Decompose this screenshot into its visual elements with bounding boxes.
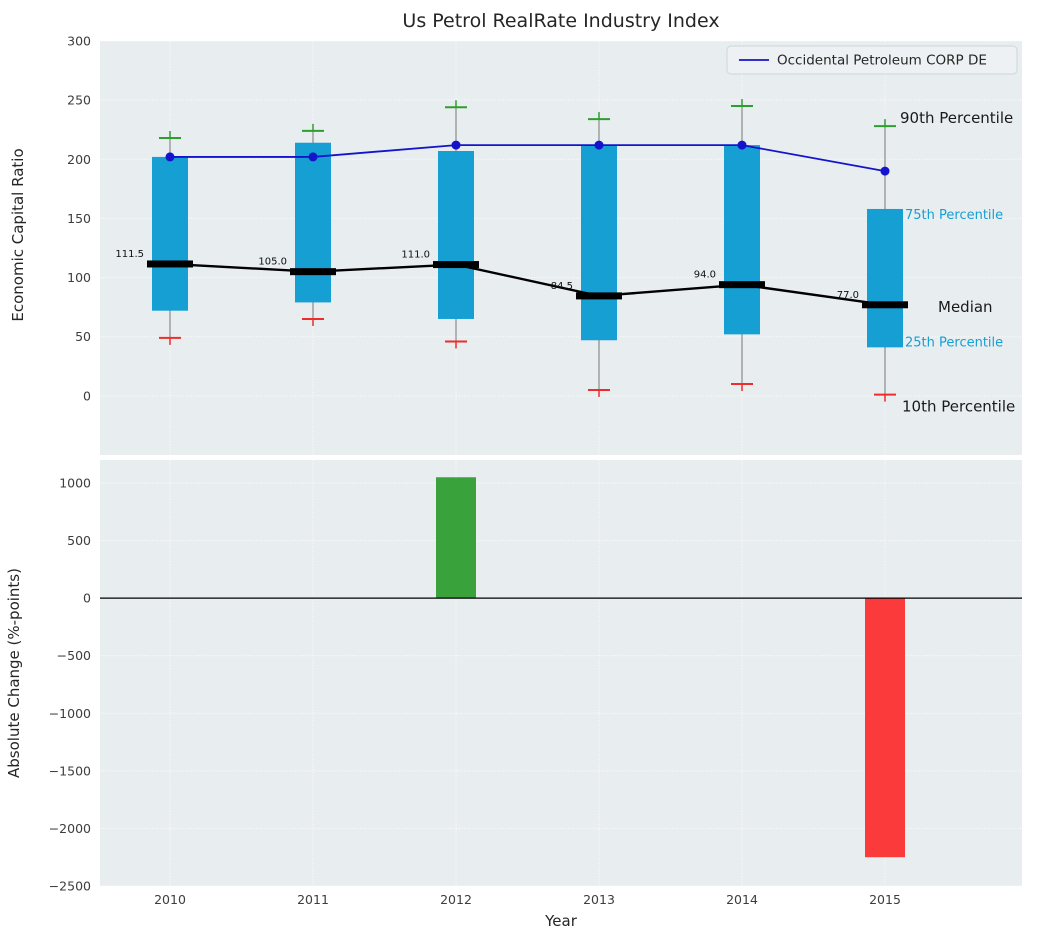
company-point <box>737 140 747 150</box>
company-point <box>451 140 461 150</box>
top-y-tick-label: 250 <box>67 93 91 108</box>
annotation-p25: 25th Percentile <box>905 335 1003 350</box>
bottom-y-tick-label: 500 <box>67 533 91 548</box>
x-tick-label: 2015 <box>869 892 901 907</box>
change-bar-2012 <box>436 477 476 599</box>
x-axis-label: Year <box>544 912 578 930</box>
x-tick-label: 2010 <box>154 892 186 907</box>
iqr-box <box>581 145 617 341</box>
median-value-label: 111.5 <box>115 249 144 260</box>
top-y-tick-label: 50 <box>75 329 91 344</box>
legend-label: Occidental Petroleum CORP DE <box>777 53 987 69</box>
median-marker <box>147 260 193 268</box>
iqr-box <box>867 208 903 348</box>
top-y-axis-label: Economic Capital Ratio <box>9 148 27 321</box>
annotation-p75: 75th Percentile <box>905 208 1003 223</box>
company-line <box>170 144 886 172</box>
median-value-label: 94.0 <box>694 270 716 281</box>
top-y-tick-label: 300 <box>67 34 91 49</box>
median-marker <box>433 261 479 269</box>
median-marker <box>719 281 765 289</box>
median-value-label: 77.0 <box>837 290 859 301</box>
bottom-y-tick-label: 1000 <box>59 476 91 491</box>
company-point <box>308 152 318 162</box>
iqr-box <box>152 156 188 311</box>
median-marker <box>862 301 908 309</box>
top-y-tick-label: 100 <box>67 270 91 285</box>
x-tick-label: 2012 <box>440 892 472 907</box>
bottom-y-tick-label: −500 <box>57 648 91 663</box>
company-point <box>594 140 604 150</box>
legend-box <box>726 45 1018 75</box>
median-value-label: 84.5 <box>551 281 573 292</box>
bottom-y-tick-label: −2000 <box>49 821 91 836</box>
median-marker <box>290 268 336 276</box>
bottom-y-tick-label: −2500 <box>49 879 91 894</box>
bottom-y-tick-label: 0 <box>83 591 91 606</box>
chart-title: Us Petrol RealRate Industry Index <box>402 10 719 32</box>
company-point <box>880 166 890 176</box>
x-tick-label: 2011 <box>297 892 329 907</box>
top-y-tick-label: 200 <box>67 152 91 167</box>
x-tick-label: 2013 <box>583 892 615 907</box>
median-line <box>169 262 886 306</box>
chart-elements: 30025020015010050010005000−500−1000−1500… <box>49 34 1022 907</box>
median-marker <box>576 292 622 300</box>
bottom-y-axis-label: Absolute Change (%-points) <box>5 568 23 778</box>
x-tick-label: 2014 <box>726 892 758 907</box>
top-y-tick-label: 0 <box>83 388 91 403</box>
median-value-label: 105.0 <box>258 257 287 268</box>
iqr-box <box>724 145 760 335</box>
bottom-y-tick-label: −1500 <box>49 763 91 778</box>
change-bar-2015 <box>865 598 905 858</box>
annotation-p10: 10th Percentile <box>902 398 1015 416</box>
median-value-label: 111.0 <box>401 250 430 261</box>
company-point <box>165 152 175 162</box>
annotation-median: Median <box>938 298 993 316</box>
bottom-y-tick-label: −1000 <box>49 706 91 721</box>
legend: Occidental Petroleum CORP DE <box>726 45 1018 75</box>
top-y-tick-label: 150 <box>67 211 91 226</box>
annotation-p90: 90th Percentile <box>900 109 1013 127</box>
iqr-box <box>438 151 474 319</box>
iqr-box <box>295 142 331 303</box>
